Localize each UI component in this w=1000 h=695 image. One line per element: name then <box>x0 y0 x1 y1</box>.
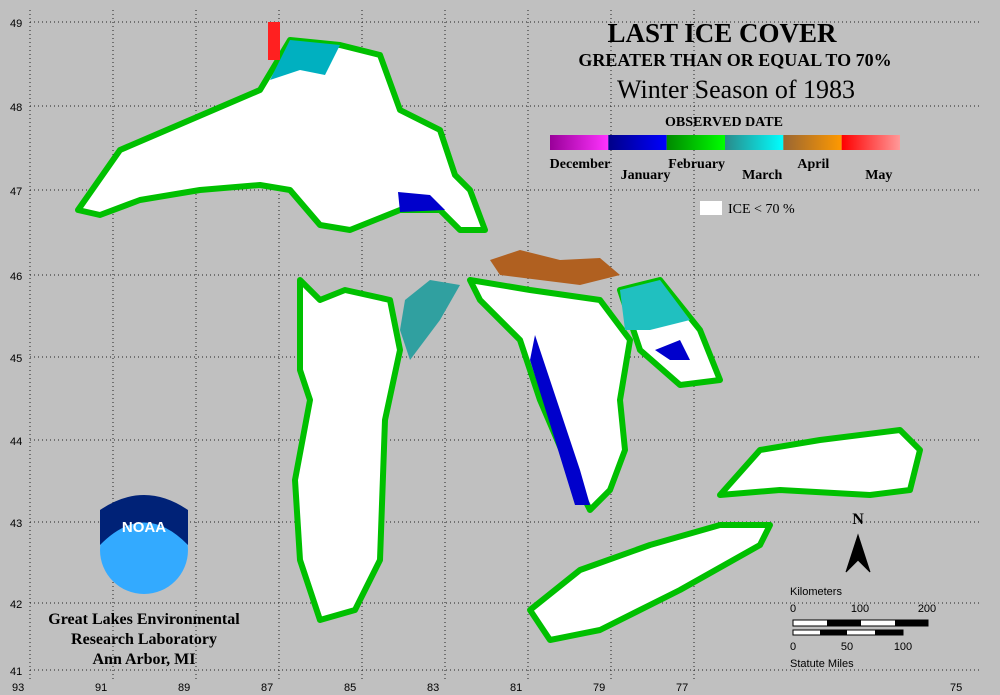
longitude-label: 79 <box>593 682 605 694</box>
legend-swatch <box>550 135 609 150</box>
longitude-label: 81 <box>510 682 522 694</box>
north-label: N <box>852 511 864 528</box>
scale-km-seg <box>827 620 861 626</box>
subtitle: GREATER THAN OR EQUAL TO 70% <box>578 50 891 70</box>
longitude-label: 85 <box>344 682 356 694</box>
scale-bar: Kilometers 0 100 200 0 50 100 Statute Mi… <box>790 586 936 670</box>
lakes <box>75 22 923 643</box>
legend-swatch <box>608 135 667 150</box>
title: LAST ICE COVER <box>607 18 837 48</box>
latitude-label: 42 <box>10 599 22 611</box>
legend-swatch <box>783 135 842 150</box>
scale-km-label: Kilometers <box>790 586 842 598</box>
credit: Ann Arbor, MI <box>93 651 196 668</box>
km-tick: 200 <box>918 603 936 615</box>
superior-march-ice <box>270 40 340 80</box>
lake-ontario <box>717 427 923 498</box>
longitude-label: 93 <box>12 682 24 694</box>
legend-month: January <box>621 168 671 183</box>
logo-top <box>100 495 188 545</box>
georgian-bay-ice <box>620 280 690 330</box>
km-tick: 0 <box>790 603 796 615</box>
scale-km-seg <box>895 620 928 626</box>
longitude-label: 91 <box>95 682 107 694</box>
superior-may-ice <box>268 22 280 60</box>
scale-mi-label: Statute Miles <box>790 658 854 670</box>
legend-month: December <box>550 157 611 172</box>
lake-michigan <box>292 277 403 623</box>
latitude-label: 48 <box>10 102 22 114</box>
mi-tick: 100 <box>894 641 912 653</box>
ice-swatch <box>700 201 722 215</box>
legend-month: March <box>742 168 782 183</box>
superior-january-ice <box>398 192 445 212</box>
legend-swatch <box>666 135 725 150</box>
latitude-label: 43 <box>10 518 22 530</box>
season: Winter Season of 1983 <box>617 75 855 104</box>
logo-text: NOAA <box>122 519 166 536</box>
latitude-label: 49 <box>10 18 22 30</box>
credit: Research Laboratory <box>71 631 217 648</box>
scale-mi-seg <box>820 630 847 635</box>
longitude-label: 77 <box>676 682 688 694</box>
legend-swatch <box>725 135 784 150</box>
latitude-label: 45 <box>10 353 22 365</box>
lake-erie <box>527 522 773 643</box>
legend-title: OBSERVED DATE <box>665 115 783 130</box>
longitude-label: 87 <box>261 682 273 694</box>
latitude-label: 41 <box>10 666 22 678</box>
georgian-january-ice <box>655 340 690 360</box>
latitude-label: 47 <box>10 186 22 198</box>
km-tick: 100 <box>851 603 869 615</box>
latitude-label: 46 <box>10 271 22 283</box>
legend-swatch <box>841 135 900 150</box>
graticule: 49 48 47 46 45 44 43 42 41 93 91 89 87 85 83 81 79 77 75 <box>10 10 980 694</box>
legend-month: February <box>668 157 725 172</box>
north-arrow <box>845 533 871 573</box>
longitude-label: 89 <box>178 682 190 694</box>
huron-january-ice <box>530 335 590 505</box>
legend-month: April <box>797 157 829 172</box>
latitude-label: 44 <box>10 436 22 448</box>
longitude-label: 83 <box>427 682 439 694</box>
green-bay-ice <box>400 280 460 360</box>
mi-tick: 0 <box>790 641 796 653</box>
scale-mi-seg <box>875 630 903 635</box>
credit: Great Lakes Environmental <box>48 611 240 628</box>
north-channel-april <box>490 250 620 285</box>
mi-tick: 50 <box>841 641 853 653</box>
longitude-label: 75 <box>950 682 962 694</box>
legend-month: May <box>865 168 892 183</box>
ice-label: ICE < 70 % <box>728 202 795 217</box>
logo: NOAA <box>100 495 188 594</box>
